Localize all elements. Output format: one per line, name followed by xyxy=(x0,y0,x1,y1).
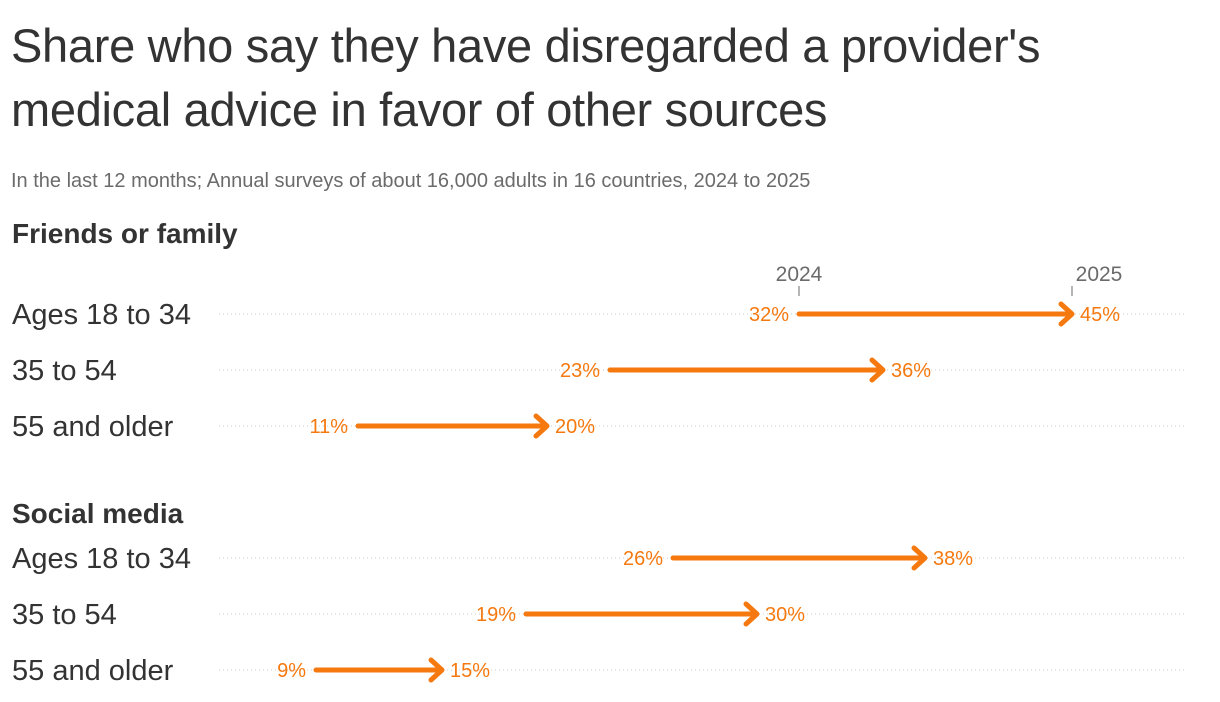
arrow-head xyxy=(1058,301,1075,327)
row-label: 55 and older xyxy=(12,655,174,687)
arrow-head xyxy=(533,413,550,439)
row-label: 35 to 54 xyxy=(12,599,117,631)
chart-subtitle: In the last 12 months; Annual surveys of… xyxy=(11,170,811,192)
start-value-label: 11% xyxy=(309,416,348,438)
row-label: Ages 18 to 34 xyxy=(12,299,191,331)
start-value-label: 32% xyxy=(749,304,789,326)
row-label: 35 to 54 xyxy=(12,355,117,387)
end-value-label: 36% xyxy=(891,360,931,382)
end-value-label: 38% xyxy=(933,548,973,570)
start-value-label: 9% xyxy=(277,660,306,682)
start-value-label: 26% xyxy=(623,548,663,570)
chart-title: Share who say they have disregarded a pr… xyxy=(11,19,1041,136)
row-label: 55 and older xyxy=(12,411,174,443)
group-title: Social media xyxy=(12,498,184,529)
year-label-end: 2025 xyxy=(1076,263,1123,286)
group-title: Friends or family xyxy=(12,218,238,249)
arrow-head xyxy=(911,545,928,571)
arrow-head xyxy=(869,357,886,383)
start-value-label: 19% xyxy=(476,604,516,626)
end-value-label: 20% xyxy=(555,416,595,438)
end-value-label: 15% xyxy=(450,660,490,682)
end-value-label: 30% xyxy=(765,604,805,626)
start-value-label: 23% xyxy=(560,360,600,382)
year-label-start: 2024 xyxy=(776,263,823,286)
end-value-label: 45% xyxy=(1080,304,1120,326)
row-label: Ages 18 to 34 xyxy=(12,543,191,575)
arrow-head xyxy=(743,601,760,627)
arrow-head xyxy=(428,657,445,683)
